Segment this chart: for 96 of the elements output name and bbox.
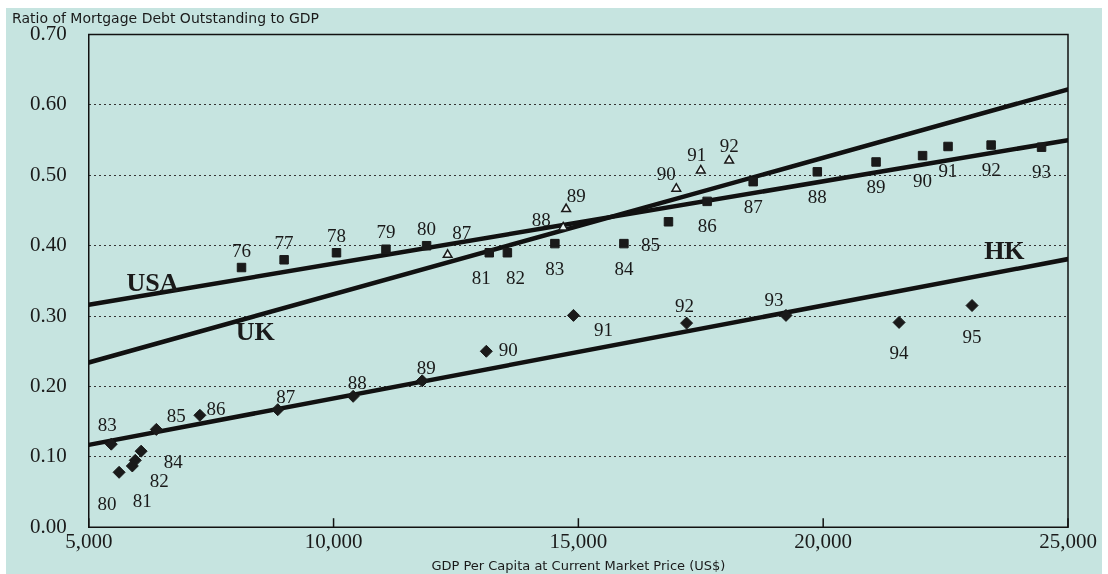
- point: [779, 308, 793, 322]
- annotation: 93: [1032, 161, 1052, 183]
- point: [104, 437, 118, 451]
- point: [724, 154, 735, 164]
- annotation: 85: [166, 405, 186, 427]
- point: [128, 453, 142, 467]
- annotation: 92: [719, 134, 739, 156]
- point: [695, 164, 706, 174]
- annotation: 92: [981, 159, 1001, 181]
- point: [149, 422, 163, 436]
- annotation: 82: [149, 470, 169, 492]
- point: [812, 167, 823, 177]
- point: [558, 221, 569, 231]
- point: [421, 240, 432, 251]
- point: [943, 141, 953, 152]
- annotation: 78: [327, 224, 346, 246]
- annotation: 79: [376, 221, 396, 243]
- point: [193, 408, 207, 422]
- x-tick-label: 5,000: [65, 529, 113, 554]
- annotation: 88: [347, 372, 367, 394]
- y-tick-label: 0.60: [30, 91, 67, 116]
- point: [871, 157, 881, 167]
- annotation: 90: [656, 162, 676, 184]
- series-label: UK: [235, 317, 276, 347]
- annotation: 80: [417, 217, 437, 239]
- point: [271, 403, 285, 417]
- point: [702, 196, 712, 207]
- series-label: HK: [984, 236, 1026, 266]
- point: [112, 465, 126, 479]
- point: [566, 308, 580, 322]
- point: [680, 316, 694, 330]
- annotation: 80: [97, 493, 117, 515]
- annotation: 91: [938, 160, 958, 182]
- annotation: 81: [132, 489, 152, 511]
- x-axis-title: GDP Per Capita at Current Market Price (US$): [431, 557, 726, 573]
- y-tick-label: 0.30: [30, 302, 67, 327]
- annotation: 94: [889, 342, 910, 364]
- annotation: 85: [640, 233, 660, 255]
- point: [619, 238, 629, 249]
- annotation: 86: [697, 215, 717, 237]
- point: [671, 182, 682, 192]
- point: [561, 203, 572, 213]
- annotation: 87: [276, 385, 296, 407]
- annotation: 76: [232, 239, 252, 261]
- annotation: 87: [743, 195, 763, 217]
- annotation: 84: [163, 451, 184, 473]
- point: [484, 248, 495, 258]
- x-tick-label: 10,000: [304, 529, 363, 554]
- y-tick-label: 0.50: [30, 161, 67, 186]
- annotation: 84: [614, 257, 634, 279]
- y-tick-label: 0.40: [30, 232, 67, 257]
- annotation: 93: [764, 289, 784, 311]
- y-tick-label: 0.10: [30, 443, 67, 468]
- annotation: 91: [687, 144, 707, 166]
- point: [381, 244, 391, 254]
- y-tick-label: 0.00: [30, 513, 67, 538]
- annotation: 83: [97, 414, 117, 436]
- point: [965, 299, 979, 313]
- y-axis-title: Ratio of Mortgage Debt Outstanding to GDP: [12, 9, 320, 26]
- annotation: 87: [452, 221, 472, 243]
- point: [331, 248, 342, 258]
- point: [1036, 142, 1047, 152]
- point: [663, 217, 674, 227]
- annotation: 81: [471, 266, 491, 288]
- point: [892, 315, 906, 329]
- annotation: 91: [593, 319, 613, 341]
- point: [236, 262, 247, 273]
- annotation: 92: [675, 295, 695, 317]
- annotation: 89: [416, 356, 436, 378]
- point: [346, 389, 360, 403]
- annotation: 89: [566, 185, 586, 207]
- x-tick-label: 15,000: [549, 529, 608, 554]
- annotation: 95: [962, 325, 982, 347]
- annotation: 83: [545, 257, 565, 279]
- x-tick-label: 25,000: [1039, 529, 1097, 554]
- point: [748, 176, 758, 187]
- annotation: 77: [274, 231, 294, 253]
- point: [279, 255, 289, 265]
- annotation: 88: [531, 209, 551, 231]
- annotation: 82: [505, 266, 525, 288]
- point: [415, 374, 429, 388]
- point: [479, 344, 493, 358]
- series-label: USA: [126, 268, 179, 298]
- point: [442, 249, 453, 259]
- point: [502, 248, 513, 258]
- annotation: 86: [206, 398, 226, 420]
- point: [550, 238, 560, 249]
- annotation: 90: [913, 169, 933, 191]
- point: [134, 444, 148, 458]
- annotation: 88: [807, 185, 827, 207]
- point: [917, 150, 928, 161]
- y-tick-label: 0.20: [30, 372, 67, 397]
- point: [986, 140, 996, 150]
- annotation: 89: [866, 175, 886, 197]
- x-tick-label: 20,000: [794, 529, 853, 554]
- annotation: 90: [498, 339, 518, 361]
